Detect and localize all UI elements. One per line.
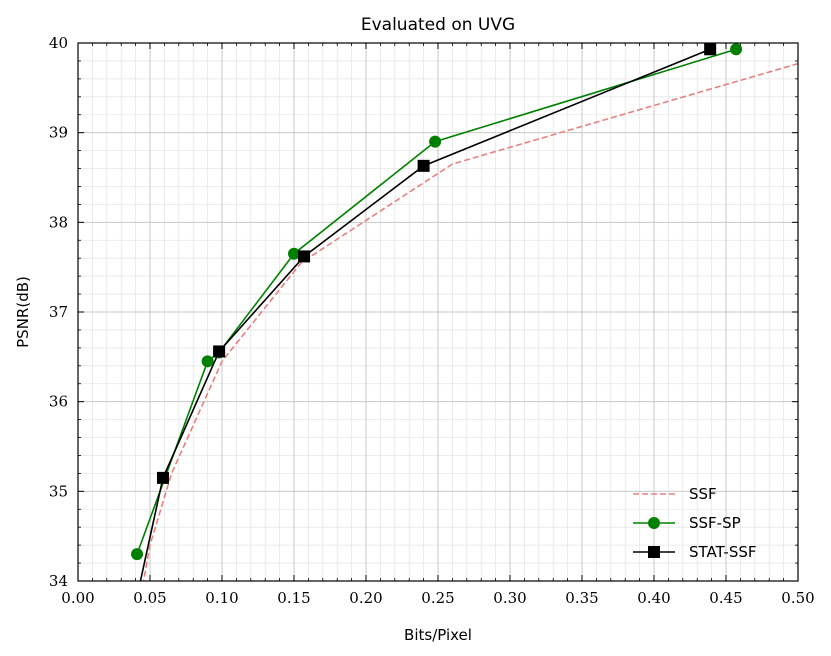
y-tick-label: 36 (49, 393, 68, 411)
data-point-ssf-sp (730, 43, 743, 56)
series-line-ssf-sp (136, 48, 737, 555)
legend: SSF SSF-SP STAT-SSF (633, 485, 757, 561)
x-tick-label: 0.40 (637, 589, 670, 607)
legend-label-ssf: SSF (689, 485, 717, 503)
x-tick-label: 0.10 (205, 589, 238, 607)
legend-marker-stat-ssf (648, 546, 660, 558)
x-tick-label: 0.20 (349, 589, 382, 607)
data-point-ssf-sp (131, 548, 144, 561)
axis-ticks: 0.00 0.05 0.10 0.15 0.20 0.25 0.30 0.35 0.40 0.45… (49, 34, 815, 607)
x-tick-label: 0.30 (493, 589, 526, 607)
y-tick-label: 35 (49, 482, 68, 500)
y-tick-label: 34 (49, 572, 68, 590)
series-group (136, 48, 798, 581)
x-tick-label: 0.35 (565, 589, 598, 607)
legend-label-ssf-sp: SSF-SP (689, 514, 741, 532)
x-tick-label: 0.45 (709, 589, 742, 607)
y-tick-label: 40 (49, 34, 68, 52)
marker-group (131, 43, 743, 561)
chart-title: Evaluated on UVG (361, 15, 515, 35)
x-axis-label: Bits/Pixel (404, 626, 472, 644)
data-point-stat-ssf (417, 159, 430, 172)
data-point-ssf-sp (288, 247, 300, 260)
y-tick-label: 38 (49, 213, 68, 231)
data-point-stat-ssf (156, 471, 169, 484)
legend-label-stat-ssf: STAT-SSF (689, 543, 757, 561)
data-point-stat-ssf (213, 345, 226, 358)
x-tick-label: 0.25 (421, 589, 454, 607)
x-tick-label: 0.05 (133, 589, 166, 607)
x-tick-label: 0.15 (277, 589, 310, 607)
data-point-ssf-sp (429, 135, 442, 148)
data-point-stat-ssf (704, 43, 717, 56)
data-point-ssf-sp (201, 355, 214, 368)
series-line-ssf (142, 62, 798, 581)
series-line-stat-ssf (139, 48, 711, 581)
y-tick-label: 39 (49, 124, 68, 142)
legend-marker-ssf-sp (648, 517, 660, 529)
x-tick-label: 0.00 (61, 589, 94, 607)
data-point-stat-ssf (298, 250, 311, 263)
x-tick-label: 0.50 (781, 589, 814, 607)
y-axis-label: PSNR(dB) (14, 276, 32, 348)
y-tick-label: 37 (49, 303, 68, 321)
